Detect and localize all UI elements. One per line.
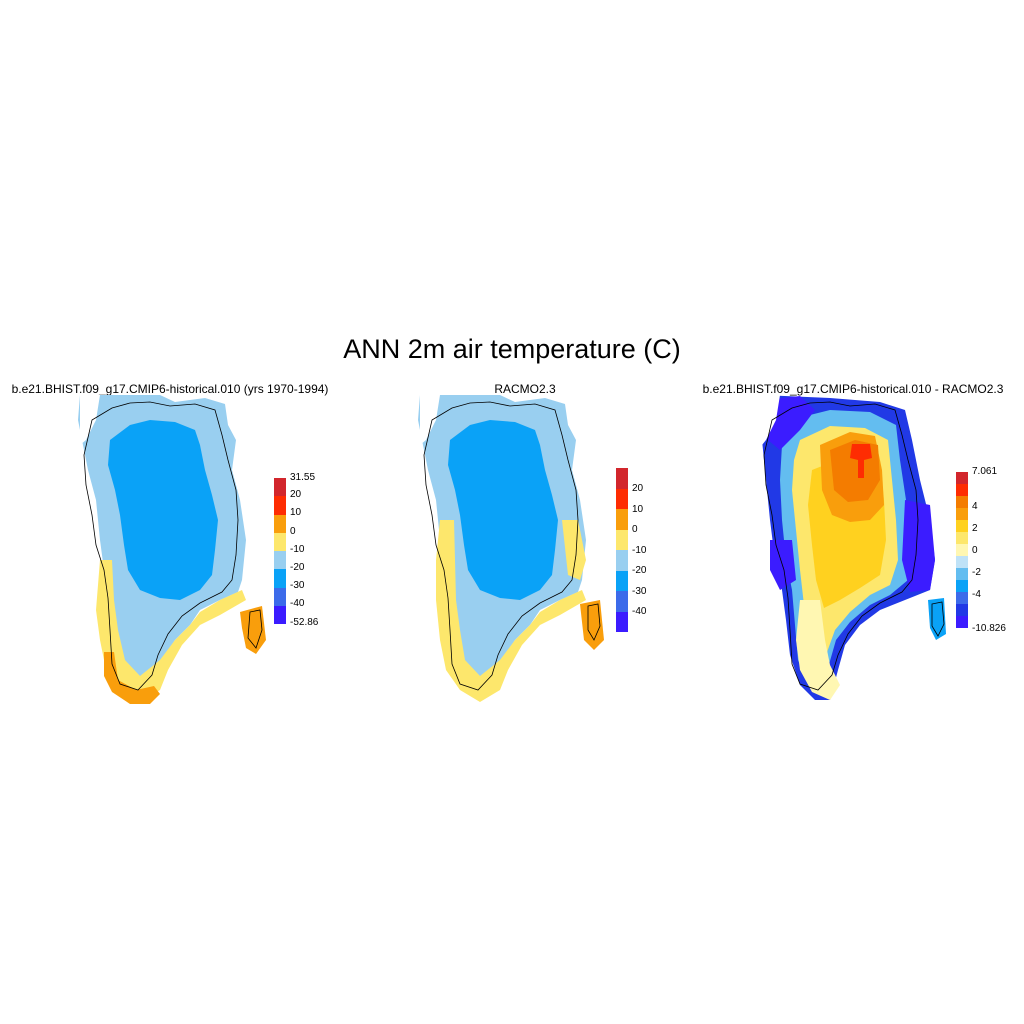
colorbar-swatch (274, 478, 286, 497)
panel-1-colorbar-swatches (274, 478, 286, 624)
panel-2-colorbar-label: 10 (632, 504, 644, 515)
colorbar-swatch (274, 514, 286, 533)
colorbar-swatch (274, 496, 286, 515)
panel-1-colorbar-label: -20 (290, 562, 305, 573)
panel-1-title: b.e21.BHIST.f09_g17.CMIP6-historical.010… (11, 382, 329, 396)
panel-3-colorbar-label: 4 (972, 501, 978, 512)
colorbar-swatch (956, 532, 968, 544)
colorbar-swatch (956, 484, 968, 496)
panel-1-colorbar-label: -30 (290, 580, 305, 591)
colorbar-swatch (616, 611, 628, 632)
colorbar-swatch (956, 520, 968, 532)
colorbar-swatch (274, 532, 286, 551)
panel-3-title: b.e21.BHIST.f09_g17.CMIP6-historical.010… (702, 382, 1004, 396)
colorbar-swatch (956, 616, 968, 628)
colorbar-swatch (274, 587, 286, 606)
figure-title: ANN 2m air temperature (C) (343, 334, 681, 364)
colorbar-swatch (956, 604, 968, 616)
panel-2-colorbar-label: 20 (632, 483, 644, 494)
panel-2-colorbar-label: -40 (632, 606, 647, 617)
panel-3-colorbar-label: 7.061 (972, 466, 998, 477)
colorbar-swatch (616, 509, 628, 530)
panel-1-colorbar-label: -10 (290, 544, 305, 555)
colorbar-swatch (616, 488, 628, 509)
panel-1-colorbar-label: -52.86 (290, 617, 319, 628)
colorbar-swatch (616, 468, 628, 489)
panel-2-title: RACMO2.3 (494, 382, 556, 396)
panel-1-colorbar-label: 0 (290, 526, 296, 537)
colorbar-swatch (956, 496, 968, 508)
panel-3-colorbar-label: -10.826 (972, 623, 1006, 634)
colorbar-swatch (956, 508, 968, 520)
colorbar-swatch (616, 529, 628, 550)
colorbar-swatch (274, 605, 286, 624)
colorbar-swatch (274, 551, 286, 570)
colorbar-swatch (956, 472, 968, 484)
colorbar-swatch (956, 568, 968, 580)
panel-3-colorbar-label: -4 (972, 589, 981, 600)
panel-2-field (418, 395, 604, 702)
panel-1-field (78, 395, 266, 704)
panel-1-colorbar-label: 10 (290, 507, 302, 518)
panel-2-colorbar-label: -30 (632, 586, 647, 597)
panel-1-colorbar-label: 20 (290, 489, 302, 500)
colorbar-swatch (956, 580, 968, 592)
colorbar-swatch (956, 544, 968, 556)
panel-2-colorbar-label: 0 (632, 524, 638, 535)
panel-3-colorbar-label: 0 (972, 545, 978, 556)
panel-3-colorbar-label: -2 (972, 567, 981, 578)
panel-3-colorbar-label: 2 (972, 523, 978, 534)
panel-2-colorbar-label: -10 (632, 545, 647, 556)
colorbar-swatch (956, 556, 968, 568)
colorbar-swatch (616, 591, 628, 612)
panel-2-colorbar-swatches (616, 468, 628, 632)
panel-1-colorbar-label: -40 (290, 598, 305, 609)
colorbar-swatch (616, 570, 628, 591)
colorbar-swatch (956, 592, 968, 604)
panel-3-field (762, 395, 946, 700)
panel-3-colorbar-swatches (956, 472, 968, 628)
panel-2-colorbar-label: -20 (632, 565, 647, 576)
colorbar-swatch (274, 569, 286, 588)
panel-1-colorbar-label: 31.55 (290, 472, 316, 483)
colorbar-swatch (616, 550, 628, 571)
